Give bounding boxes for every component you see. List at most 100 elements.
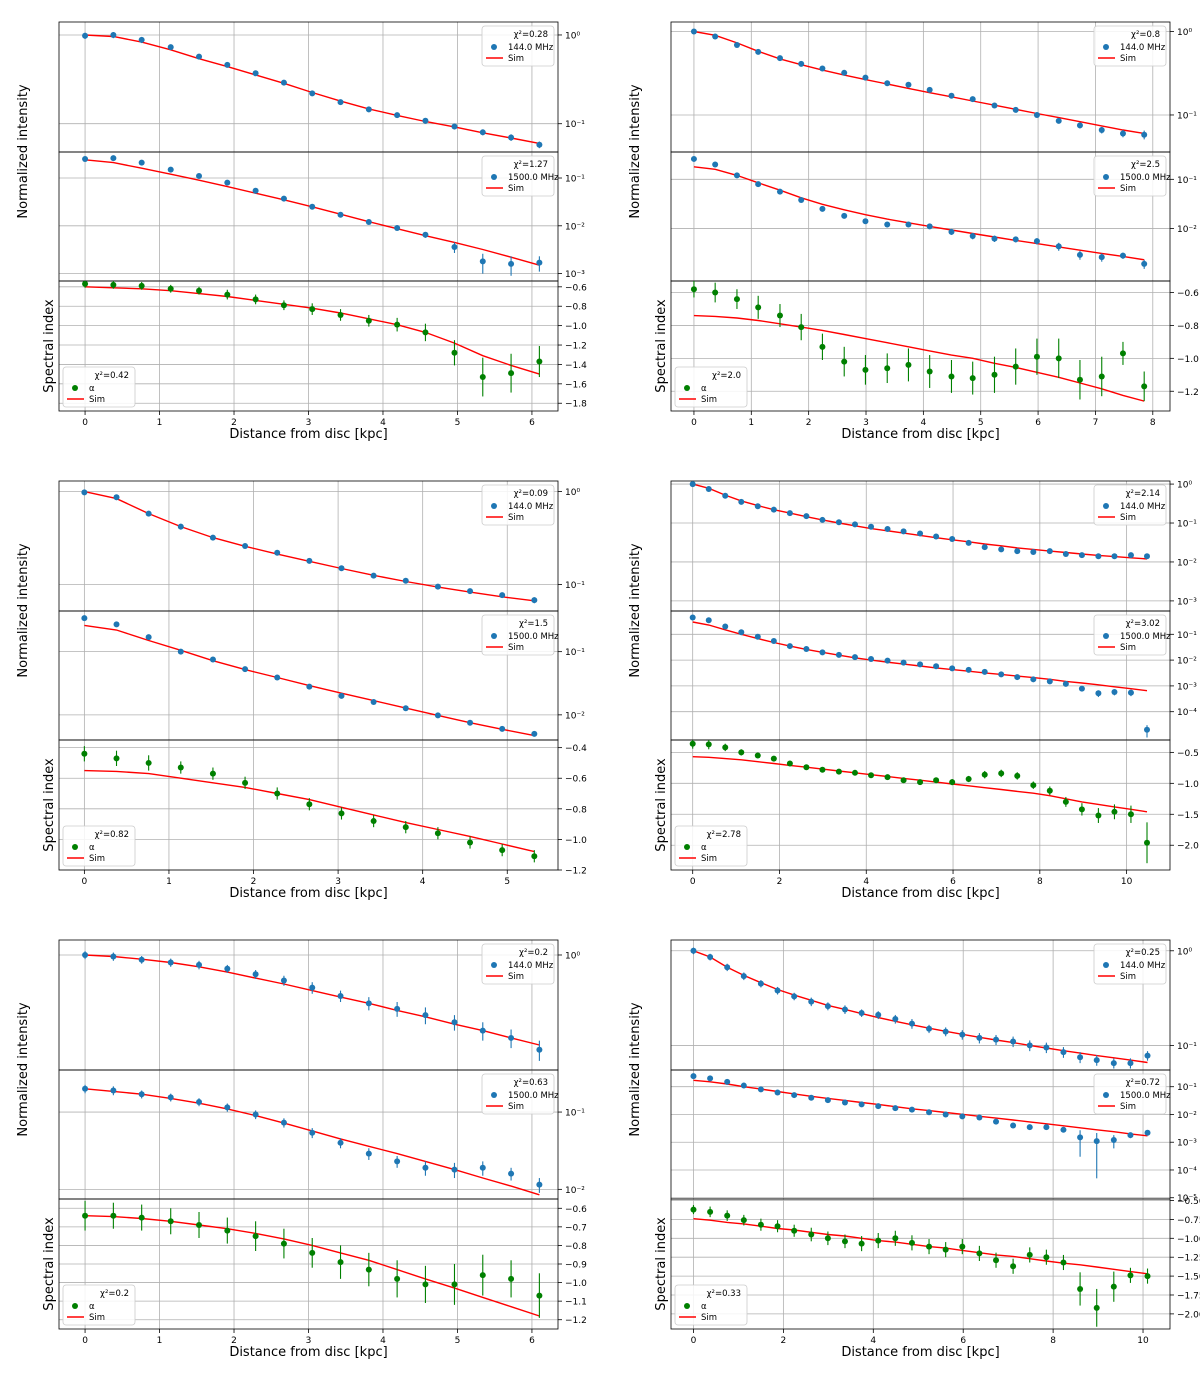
- alpha-point: [177, 764, 184, 771]
- legend-box: [62, 366, 136, 408]
- y-tick-label: −0.8: [1177, 322, 1199, 332]
- flux-point: [803, 645, 810, 652]
- flux-point: [82, 155, 89, 162]
- y-tick-label: −0.8: [565, 1242, 587, 1252]
- legend-label: α: [701, 384, 707, 394]
- flux-point: [1055, 243, 1062, 250]
- flux-point: [942, 1111, 949, 1118]
- legend-marker: [72, 844, 78, 850]
- flux-point: [224, 61, 231, 68]
- alpha-point: [1141, 383, 1148, 390]
- flux-point: [370, 572, 377, 579]
- alpha-point: [479, 374, 486, 381]
- flux-point: [884, 221, 891, 228]
- y-axis-label-intensity: Normalized intensity: [16, 84, 31, 219]
- legend-marker: [491, 962, 497, 968]
- legend-marker: [491, 633, 497, 639]
- alpha-point: [536, 1292, 543, 1299]
- y-tick-label: −0.6: [565, 1205, 587, 1215]
- legend-box: [674, 825, 748, 867]
- alpha-point: [868, 772, 875, 779]
- x-tick-label: 2: [781, 1336, 787, 1346]
- alpha-point: [841, 1238, 848, 1245]
- flux-point: [754, 503, 761, 510]
- flux-point: [926, 86, 933, 93]
- flux-point: [841, 69, 848, 76]
- alpha-point: [926, 1243, 933, 1250]
- legend-marker: [1103, 44, 1109, 50]
- sim-line: [84, 624, 535, 737]
- legend-marker: [491, 44, 497, 50]
- alpha-point: [905, 361, 912, 368]
- legend-label: 144.0 MHz: [508, 502, 554, 512]
- flux-point: [531, 597, 538, 604]
- alpha-point: [770, 755, 777, 762]
- flux-point: [1078, 552, 1085, 559]
- x-tick-label: 2: [231, 418, 237, 428]
- y-axis-label-spectral: Spectral index: [42, 758, 57, 852]
- flux-point: [309, 90, 316, 97]
- flux-point: [451, 1019, 458, 1026]
- flux-point: [819, 649, 826, 656]
- y-tick-label: 10⁰: [1177, 481, 1192, 491]
- legend-marker: [491, 1092, 497, 1098]
- legend-label: Sim: [508, 972, 524, 982]
- alpha-point: [841, 358, 848, 365]
- flux-point: [224, 1104, 231, 1111]
- legend-box: [674, 366, 748, 408]
- legend-box: [481, 1073, 555, 1115]
- legend-box: [62, 1284, 136, 1326]
- flux-point: [1062, 551, 1069, 558]
- y-tick-label: 10⁻⁵: [1177, 1194, 1197, 1204]
- sim-line: [692, 621, 1148, 692]
- panel-frame: [670, 280, 1171, 412]
- x-tick-label: 7: [1093, 418, 1099, 428]
- flux-point: [402, 705, 409, 712]
- x-tick-label: 4: [863, 877, 869, 887]
- flux-point: [224, 179, 231, 186]
- flux-point: [365, 106, 372, 113]
- y-tick-label: −1.0: [1177, 355, 1199, 365]
- alpha-point: [1144, 839, 1151, 846]
- y-tick-label: −1.50: [1177, 1273, 1200, 1283]
- y-tick-label: −1.5: [1177, 811, 1199, 821]
- legend-label: 144.0 MHz: [508, 961, 554, 971]
- flux-point: [959, 1031, 966, 1038]
- legend-box: [481, 25, 555, 67]
- y-tick-label: −1.00: [1177, 1235, 1200, 1245]
- flux-point: [508, 1170, 515, 1177]
- x-tick-label: 0: [82, 1336, 88, 1346]
- flux-point: [917, 661, 924, 668]
- legend-marker: [1103, 1092, 1109, 1098]
- flux-point: [1060, 1126, 1067, 1133]
- x-tick-label: 10: [1121, 877, 1133, 887]
- flux-point: [110, 953, 117, 960]
- flux-point: [422, 117, 429, 124]
- flux-point: [309, 1129, 316, 1136]
- flux-point: [900, 528, 907, 535]
- flux-point: [1043, 1124, 1050, 1131]
- flux-point: [868, 656, 875, 663]
- alpha-point: [722, 744, 729, 751]
- alpha-point: [81, 750, 88, 757]
- flux-point: [1026, 1042, 1033, 1049]
- flux-point: [536, 141, 543, 148]
- legend-label: 1500.0 MHz: [1120, 173, 1171, 183]
- flux-point: [1033, 238, 1040, 245]
- flux-point: [926, 223, 933, 230]
- flux-point: [690, 155, 697, 162]
- flux-point: [451, 1166, 458, 1173]
- alpha-point: [690, 286, 697, 293]
- alpha-point: [252, 1233, 259, 1240]
- alpha-point: [138, 1214, 145, 1221]
- legend-marker: [72, 385, 78, 391]
- legend-label: Sim: [89, 854, 105, 864]
- y-axis-label-spectral: Spectral index: [42, 1217, 57, 1311]
- y-tick-label: 10⁰: [565, 951, 580, 961]
